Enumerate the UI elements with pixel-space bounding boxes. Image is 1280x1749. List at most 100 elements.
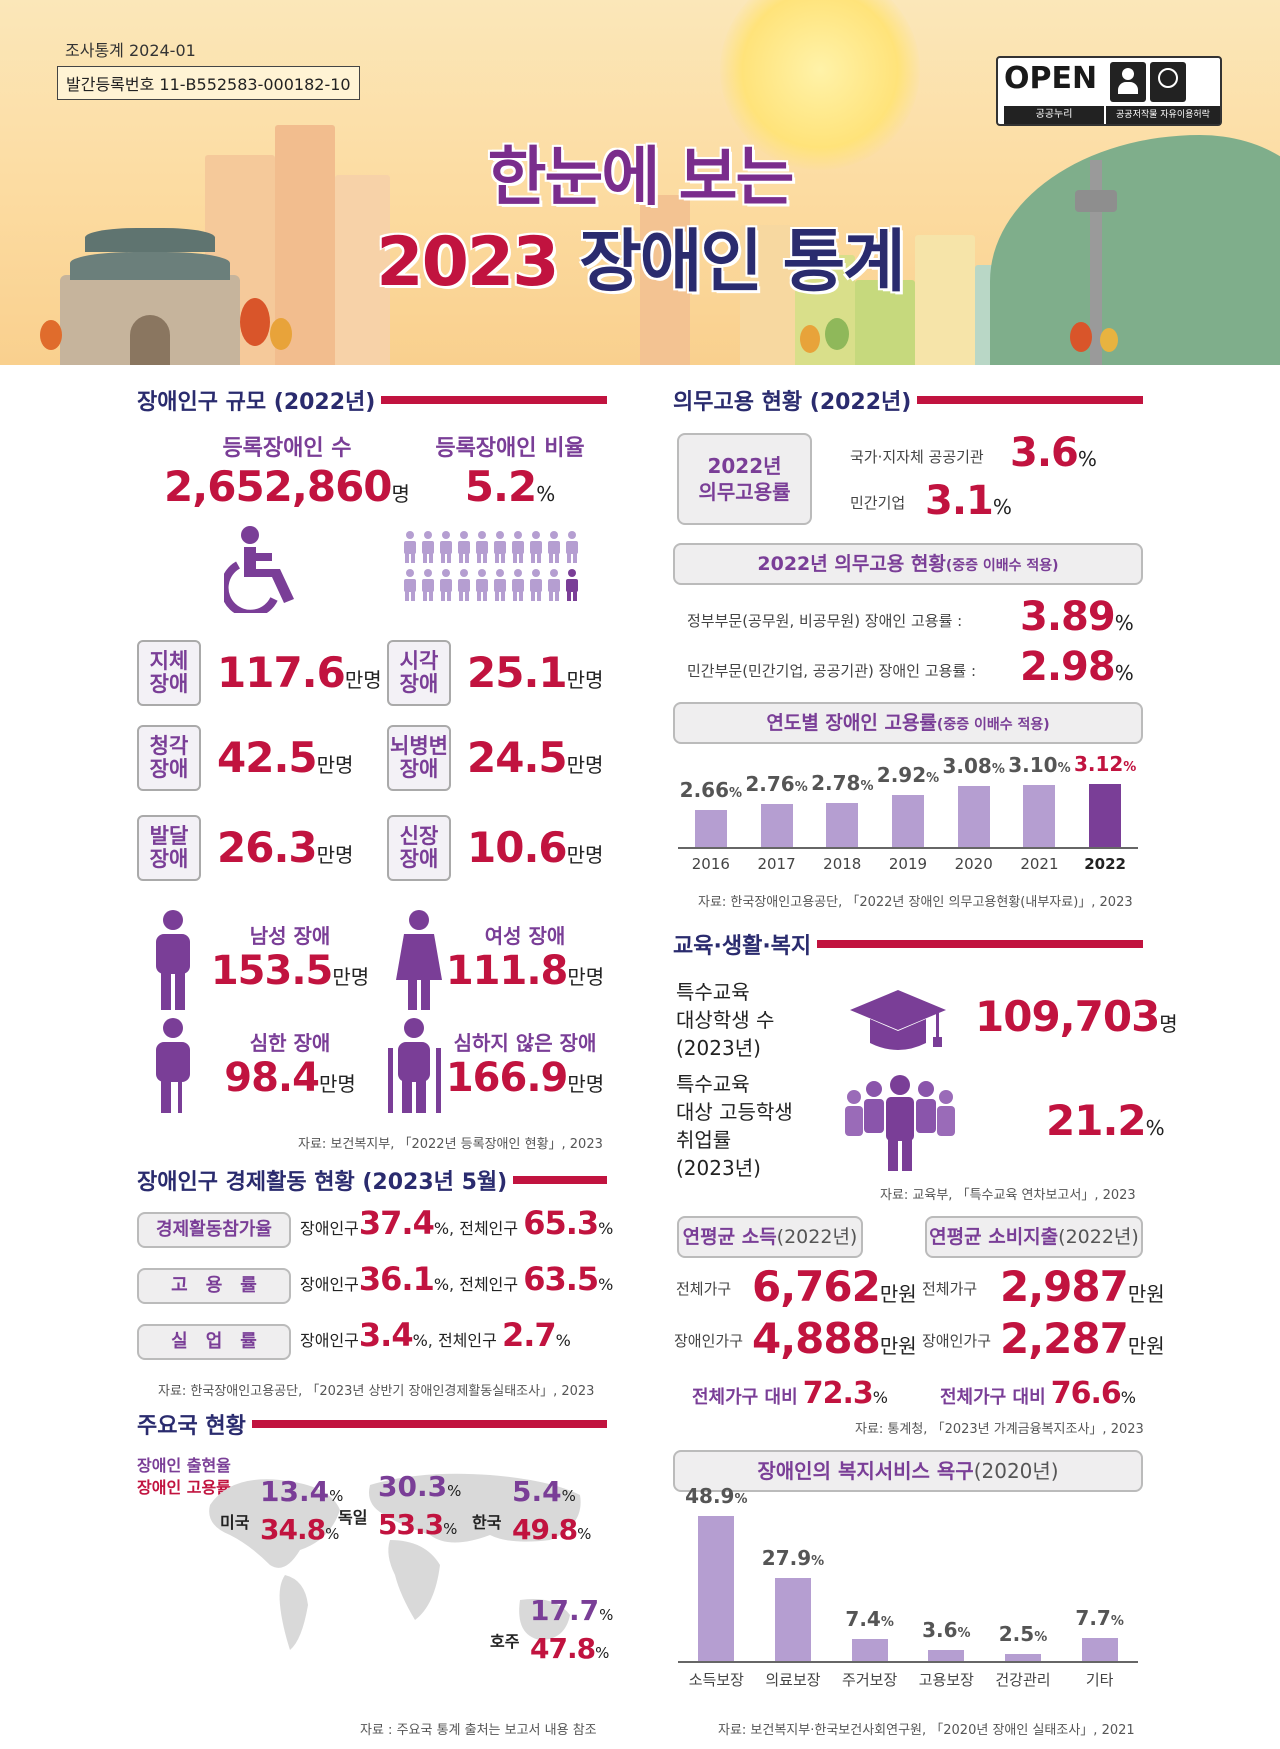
disability-type-tag: 뇌병변 장애 [387, 725, 451, 791]
section-population-head: 장애인구 규모 (2022년) [137, 384, 607, 416]
chart-bar [775, 1578, 811, 1661]
chart-axis [678, 847, 1138, 849]
chart-category-label: 2021 [1020, 855, 1059, 873]
welfare-source: 자료: 보건복지부·한국보건사회연구원, 「2020년 장애인 실태조사」, 2… [718, 1723, 1135, 1738]
registration-number: 발간등록번호 11-B552583-000182-10 [57, 66, 360, 100]
main-title-line2: 2023 장애인 통계 [376, 223, 905, 302]
economic-indicator-values: 장애인구37.4%, 전체인구 65.3% [300, 1204, 614, 1242]
private-quota-label: 민간기업 [850, 494, 906, 512]
country-values: 5.4% 49.8% [512, 1475, 592, 1546]
chart-bar [928, 1650, 965, 1661]
chart-bar [698, 1516, 735, 1661]
employment-trend-chart: 2.66% 2016 2.76% 2017 2.78% 2018 2.92% 2019 3.08… [673, 745, 1143, 880]
registered-ratio-value: 5.2% [464, 462, 556, 511]
section-education-head: 교육·생활·복지 [673, 928, 1143, 960]
registered-ratio-label: 등록장애인 비율 [435, 436, 585, 461]
severe-label: 심한 장애 [249, 1031, 331, 1055]
income-all-value: 6,762만원 [752, 1262, 917, 1311]
open-sub-label-2: 공공저작물 자유이용허락 [1106, 106, 1220, 124]
chart-bar [1023, 784, 1056, 847]
female-value: 111.8만명 [445, 948, 605, 994]
disability-type-tag: 신장 장애 [387, 815, 451, 881]
country-values: 13.4% 34.8% [260, 1475, 344, 1546]
disability-type-tag: 시각 장애 [387, 640, 451, 706]
private-quota-value: 3.1% [925, 478, 1012, 524]
prosthetic-person-icon [156, 1018, 190, 1113]
wheelchair-icon [224, 526, 294, 613]
welfare-needs-chart: 48.9% 소득보장 27.9% 의료보장 7.4% 주거보장 3.6% 고용보장 2.5% 건강… [673, 1484, 1143, 1690]
male-value: 153.5만명 [210, 948, 370, 994]
disability-type-tag: 청각 장애 [137, 725, 201, 791]
chart-category-label: 2016 [691, 855, 730, 873]
chart-data-label: 2.66% [679, 777, 743, 802]
legend-prevalence: 장애인 출현율 [137, 1456, 231, 1475]
gov-rate-label: 정부부문(공무원, 비공무원) 장애인 고용률 : [687, 612, 963, 630]
chart-category-label: 2018 [823, 855, 862, 873]
population-source: 자료: 보건복지부, 「2022년 등록장애인 현황」, 2023 [298, 1137, 603, 1152]
household-source: 자료: 통계청, 「2023년 가계금융복지조사」, 2023 [855, 1422, 1144, 1437]
civ-rate-value: 2.98% [1020, 644, 1134, 690]
chart-data-label: 2.92% [876, 762, 940, 787]
female-person-icon [396, 910, 442, 1010]
mild-label: 심하지 않은 장애 [453, 1031, 597, 1055]
student-group-icon [845, 1075, 955, 1171]
education-source: 자료: 교육부, 「특수교육 연차보고서」, 2023 [880, 1188, 1136, 1203]
chart-data-label: 7.4% [845, 1607, 894, 1632]
trend-chart-head: 연도별 장애인 고용률(중증 이배수 적용) [673, 702, 1143, 744]
chart-category-label: 2020 [954, 855, 993, 873]
country-name: 한국 [472, 1513, 502, 1532]
registered-count-label: 등록장애인 수 [222, 436, 352, 461]
chart-data-label: 2.5% [998, 1621, 1048, 1646]
chart-data-label: 3.6% [922, 1618, 971, 1643]
world-map-illustration [209, 1473, 581, 1650]
chart-data-label: 2.76% [745, 771, 808, 796]
series-label: 조사통계 2024-01 [65, 41, 196, 60]
disability-type-tag: 발달 장애 [137, 815, 201, 881]
country-values: 17.7% 47.8% [530, 1594, 614, 1665]
spend-dis-value: 2,287만원 [1000, 1314, 1165, 1363]
economic-indicator-tag: 고 용 률 [137, 1268, 291, 1304]
country-name: 미국 [220, 1513, 250, 1532]
chart-data-label: 3.08% [942, 753, 1005, 778]
country-name: 독일 [338, 1508, 368, 1527]
chart-bar [1005, 1653, 1041, 1661]
disability-type-value: 42.5만명 [217, 733, 354, 782]
disability-type-value: 24.5만명 [467, 733, 604, 782]
chart-bar [760, 803, 793, 847]
income-dis-label: 장애인가구 [674, 1332, 744, 1350]
students-label: 특수교육 대상학생 수 (2023년) [676, 980, 775, 1060]
chart-category-label: 건강관리 [995, 1671, 1051, 1689]
quota-rate-box: 2022년 의무고용률 [677, 433, 812, 525]
attribution-icon [1110, 62, 1146, 102]
chart-bar [892, 794, 924, 847]
quota-status-head: 2022년 의무고용 현황(중증 이배수 적용) [673, 543, 1143, 585]
income-all-label: 전체가구 [676, 1280, 732, 1298]
chart-data-label: 7.7% [1075, 1606, 1124, 1631]
income-head: 연평균 소득(2022년) [677, 1216, 863, 1258]
employment-value: 21.2% [1046, 1096, 1165, 1145]
chart-category-label: 주거보장 [842, 1671, 898, 1689]
public-quota-label: 국가·지자체 공공기관 [850, 448, 984, 466]
chart-bar [694, 809, 727, 847]
economic-source: 자료: 한국장애인고용공단, 「2023년 상반기 장애인경제활동실태조사」, … [158, 1384, 595, 1399]
chart-category-label: 의료보장 [765, 1671, 821, 1689]
open-logo: OPEN [1004, 61, 1098, 96]
chart-category-label: 소득보장 [688, 1671, 744, 1689]
economic-indicator-tag: 실 업 률 [137, 1324, 291, 1360]
income-dis-value: 4,888만원 [752, 1314, 917, 1363]
chart-category-label: 기타 [1085, 1671, 1114, 1689]
chart-bar [1081, 1638, 1118, 1661]
quota-source: 자료: 한국장애인고용공단, 「2022년 장애인 의무고용현황(내부자료)」,… [698, 895, 1133, 910]
chart-bar [851, 1639, 888, 1661]
civ-rate-label: 민간부문(민간기업, 공공기관) 장애인 고용률 : [687, 662, 976, 680]
sun-illustration [720, 0, 920, 170]
country-name: 호주 [490, 1632, 520, 1651]
chart-data-label: 27.9% [761, 1546, 825, 1571]
spend-ratio: 전체가구 대비 76.6% [940, 1376, 1136, 1411]
section-quota-head: 의무고용 현황 (2022년) [673, 384, 1143, 416]
spend-dis-label: 장애인가구 [922, 1332, 992, 1350]
chart-category-label: 고용보장 [918, 1671, 974, 1689]
male-label: 남성 장애 [249, 924, 331, 948]
chart-bar [826, 802, 859, 847]
spend-head: 연평균 소비지출(2022년) [925, 1216, 1143, 1258]
